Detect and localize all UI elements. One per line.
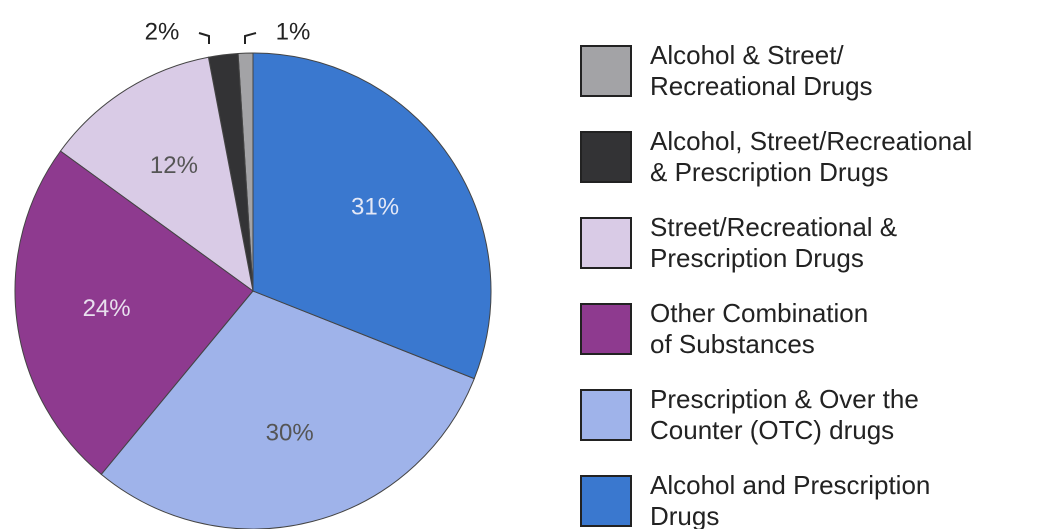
pie-slice — [14, 150, 254, 476]
pie-slice — [252, 52, 492, 380]
legend-label: Alcohol and Prescription Drugs — [650, 470, 931, 529]
legend-label: Street/Recreational & Prescription Drugs — [650, 212, 898, 273]
legend-item: Street/Recreational & Prescription Drugs — [580, 200, 1049, 286]
legend-swatch — [580, 389, 632, 441]
slice-label: 31% — [351, 193, 399, 220]
legend-swatch — [580, 131, 632, 183]
legend-item: Alcohol, Street/Recreational & Prescript… — [580, 114, 1049, 200]
legend-item: Alcohol & Street/ Recreational Drugs — [580, 28, 1049, 114]
legend-label: Alcohol, Street/Recreational & Prescript… — [650, 126, 973, 187]
legend-item: Alcohol and Prescription Drugs — [580, 458, 1049, 529]
legend: Alcohol & Street/ Recreational Drugs Alco… — [580, 28, 1049, 529]
slice-label: 2% — [145, 18, 180, 45]
legend-item: Prescription & Over the Counter (OTC) dr… — [580, 372, 1049, 458]
pie-slice — [100, 290, 475, 529]
legend-item: Other Combination of Substances — [580, 286, 1049, 372]
legend-label: Other Combination of Substances — [650, 298, 869, 359]
slice-label: 1% — [276, 18, 311, 45]
pie-area: 1% 2% 12% 24% 30% 31% — [14, 18, 492, 529]
slice-label: 24% — [83, 295, 131, 322]
pie-slice — [59, 56, 254, 293]
legend-label: Alcohol & Street/ Recreational Drugs — [650, 40, 873, 101]
legend-swatch — [580, 217, 632, 269]
leader-line — [244, 32, 257, 44]
legend-swatch — [580, 303, 632, 355]
legend-swatch — [580, 475, 632, 527]
slice-label: 30% — [266, 419, 314, 446]
leader-line — [198, 32, 210, 44]
legend-label: Prescription & Over the Counter (OTC) dr… — [650, 384, 919, 445]
slice-label: 12% — [150, 152, 198, 179]
legend-swatch — [580, 45, 632, 97]
